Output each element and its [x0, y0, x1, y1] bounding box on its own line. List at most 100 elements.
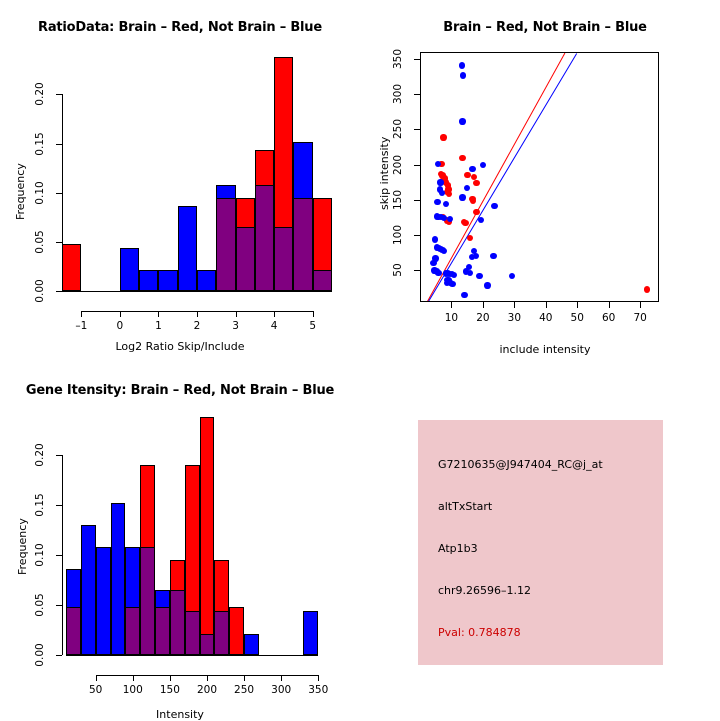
intensity-bar-blue	[244, 634, 259, 655]
scatter-point-red	[462, 219, 469, 226]
scatter-y-tick-label: 250	[392, 119, 404, 140]
scatter-point-blue	[431, 236, 439, 243]
scatter-y-tick-label: 300	[392, 84, 404, 105]
scatter-x-tick	[577, 302, 579, 308]
ratio-bar-overlap	[216, 197, 236, 291]
scatter-point-blue	[438, 189, 445, 197]
scatter-panel: Brain – Red, Not Brain – Blue skip inten…	[360, 0, 720, 360]
scatter-point-red	[438, 161, 445, 168]
scatter-point-blue	[477, 216, 484, 224]
intensity-x-tick	[281, 675, 283, 681]
scatter-point-blue	[465, 263, 472, 271]
ratio-y-tick-label: 0.00	[34, 279, 46, 303]
scatter-point-red	[643, 286, 650, 293]
scatter-point-red	[445, 190, 453, 198]
intensity-x-tick	[95, 675, 97, 681]
scatter-point-blue	[470, 247, 478, 255]
scatter-point-blue	[458, 62, 466, 69]
scatter-point-blue	[461, 292, 468, 299]
scatter-y-tick	[414, 94, 420, 96]
scatter-point-blue	[463, 268, 470, 275]
scatter-point-red	[464, 171, 471, 179]
intensity-bar-blue	[110, 503, 126, 655]
ratio-x-tick	[235, 311, 237, 317]
ratio-bar-red	[62, 243, 82, 291]
intensity-y-tick	[56, 605, 62, 606]
scatter-point-blue	[449, 280, 456, 288]
scatter-plot-box	[420, 52, 659, 302]
scatter-y-tick	[414, 235, 420, 237]
gene-info-panel: G7210635@J947404_RC@j_at altTxStart Atp1b3…	[418, 420, 663, 665]
intensity-histogram-panel: Gene Itensity: Brain – Red, Not Brain – …	[0, 360, 360, 721]
ratio-histogram-xlabel: Log2 Ratio Skip/Include	[115, 340, 245, 353]
ratio-bar-overlap	[274, 227, 294, 291]
intensity-x-tick	[206, 675, 208, 681]
scatter-point-red	[444, 182, 451, 189]
scatter-point-red	[470, 173, 478, 181]
intensity-bar-overlap	[155, 607, 170, 655]
intensity-y-tick	[56, 455, 62, 456]
scatter-point-red	[470, 197, 477, 205]
ratio-x-tick	[158, 311, 160, 317]
scatter-x-tick-label: 40	[539, 312, 553, 324]
scatter-x-tick	[482, 302, 484, 308]
ratio-x-tick	[312, 311, 314, 317]
scatter-point-blue	[434, 199, 441, 206]
scatter-x-tick	[514, 302, 516, 308]
intensity-bar-red	[199, 417, 215, 655]
intensity-x-tick-label: 250	[234, 684, 255, 696]
intensity-x-tick-label: 300	[271, 684, 292, 696]
intensity-bar-blue	[95, 547, 111, 655]
intensity-x-tick	[132, 675, 134, 681]
intensity-bar-red	[229, 607, 245, 655]
intensity-bar-blue	[80, 525, 96, 655]
scatter-point-blue	[441, 214, 448, 221]
scatter-point-red	[473, 180, 480, 187]
scatter-point-blue	[469, 165, 476, 173]
scatter-point-red	[473, 208, 480, 216]
info-probe-id: G7210635@J947404_RC@j_at	[438, 458, 603, 471]
scatter-point-blue	[463, 185, 471, 192]
scatter-point-blue	[480, 161, 487, 169]
scatter-point-blue	[476, 273, 483, 280]
intensity-y-tick	[56, 505, 62, 506]
intensity-x-tick-label: 200	[196, 684, 217, 696]
ratio-bar-overlap	[254, 184, 275, 291]
intensity-bar-overlap	[199, 634, 215, 655]
intensity-bar-overlap	[169, 590, 185, 655]
info-pval: Pval: 0.784878	[438, 626, 521, 639]
intensity-bar-blue	[303, 611, 319, 655]
ratio-y-tick	[56, 291, 62, 292]
intensity-bar-overlap	[140, 547, 156, 655]
ratio-x-tick-label: 0	[116, 320, 124, 332]
scatter-point-blue	[436, 186, 444, 193]
info-locus: chr9.26596–1.12	[438, 584, 532, 597]
intensity-y-tick-label: 0.10	[34, 543, 46, 567]
scatter-x-tick-label: 20	[476, 312, 490, 324]
intensity-x-tick	[244, 675, 246, 681]
intensity-y-axis-line	[62, 455, 63, 655]
scatter-y-tick-label: 150	[392, 189, 404, 210]
scatter-point-blue	[459, 72, 467, 79]
ratio-y-axis-line	[62, 94, 63, 291]
intensity-bar-overlap	[66, 607, 81, 655]
intensity-x-tick-label: 50	[88, 684, 103, 696]
scatter-point-blue	[484, 282, 491, 289]
intensity-histogram-plot-area	[62, 415, 332, 655]
intensity-y-tick	[56, 555, 62, 556]
scatter-x-tick	[451, 302, 453, 308]
scatter-point-blue	[468, 254, 476, 261]
ratio-bar-blue	[197, 270, 217, 291]
scatter-y-tick-label: 50	[392, 263, 404, 277]
ratio-y-tick	[56, 241, 62, 243]
ratio-bar-overlap	[312, 270, 332, 291]
ratio-x-axis-line	[81, 311, 313, 312]
intensity-y-tick-label: 0.00	[34, 643, 46, 667]
scatter-ylabel: skip intensity	[378, 136, 391, 210]
scatter-x-tick-label: 70	[633, 312, 647, 324]
scatter-y-tick-label: 350	[392, 49, 404, 70]
ratio-x-tick-label: 2	[193, 320, 201, 332]
scatter-y-tick-label: 200	[392, 154, 404, 175]
scatter-x-tick	[640, 302, 642, 308]
scatter-point-red	[440, 134, 447, 141]
